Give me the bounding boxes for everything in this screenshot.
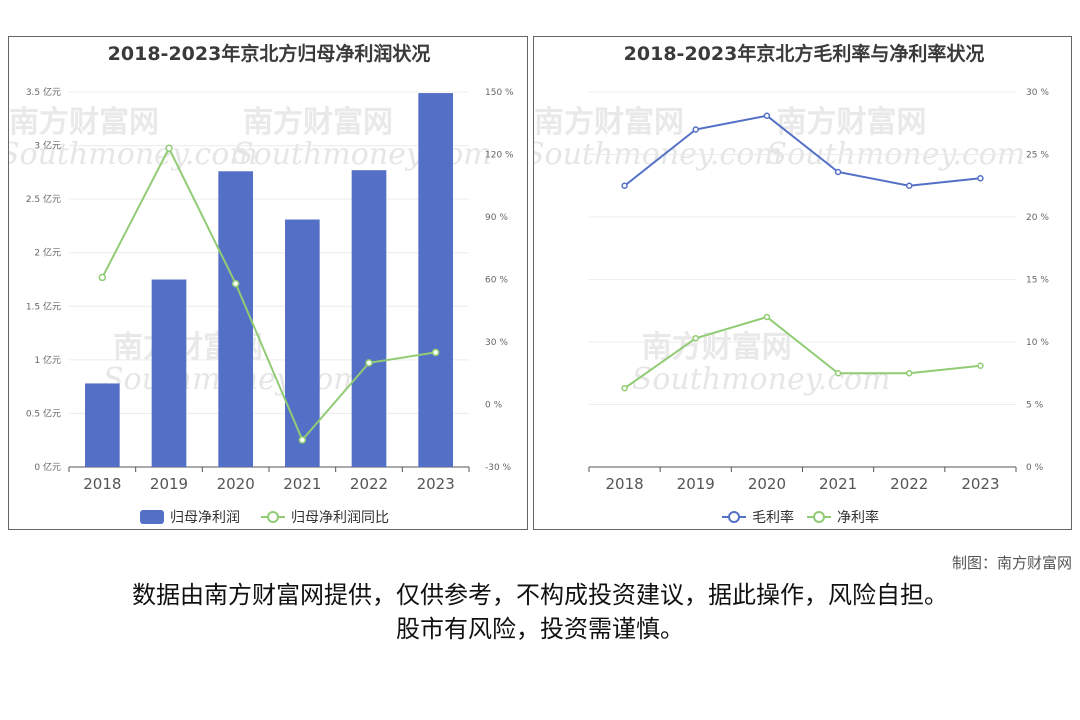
y-right-tick-label: 150 % (485, 88, 514, 98)
point-net-2023 (977, 362, 984, 369)
watermark-text: 南方财富网 (534, 105, 684, 140)
y-left-tick-label: 1 亿元 (34, 354, 61, 366)
watermark-text: Southmoney.com (9, 137, 258, 172)
x-tick-label: 2022 (350, 475, 388, 493)
watermark-text: Southmoney.com (632, 362, 891, 397)
point-gross-2020 (763, 112, 771, 119)
bar-net-profit-2019 (151, 279, 187, 467)
watermark-text: 南方财富网 (777, 105, 927, 140)
y-right-tick-label: 90 % (485, 213, 508, 223)
y-right-tick-label: 30 % (485, 338, 508, 348)
point-gross-2019 (692, 126, 699, 133)
y-right-tick-label: -30 % (485, 463, 512, 473)
margin-chart: 南方财富网Southmoney.com南方财富网Southmoney.com南方… (534, 42, 1049, 526)
y-left-tick-label: 0 亿元 (34, 461, 61, 473)
x-tick-label: 2018 (605, 475, 643, 493)
net-profit-chart: 南方财富网Southmoney.com南方财富网Southmoney.com南方… (9, 42, 514, 526)
point-yoy-2020 (231, 279, 240, 288)
disclaimer-line-2: 股市有风险，投资需谨慎。 (396, 615, 684, 643)
legend-label: 归母净利润 (170, 509, 240, 526)
point-gross-2023 (977, 175, 984, 182)
x-tick-label: 2018 (83, 475, 121, 493)
y-left-tick-label: 3 亿元 (34, 140, 61, 152)
line-gross-margin (623, 114, 981, 187)
legend-swatch-bar (140, 510, 164, 524)
bar-net-profit-2018 (85, 383, 120, 467)
x-tick-label: 2023 (417, 475, 455, 493)
y-right-tick-label: 15 % (1026, 276, 1049, 286)
y-right-tick-label: 30 % (1026, 88, 1049, 98)
point-net-2021 (834, 370, 842, 377)
x-tick-label: 2022 (890, 475, 928, 493)
legend-label: 归母净利润同比 (291, 509, 389, 526)
legend-swatch-marker (813, 511, 825, 523)
legend-swatch-marker (267, 511, 279, 523)
y-right-tick-label: 5 % (1026, 401, 1044, 411)
y-left-tick-label: 2 亿元 (34, 247, 61, 259)
disclaimer: 数据由南方财富网提供，仅供参考，不构成投资建议，据此操作，风险自担。 股市有风险… (0, 578, 1080, 646)
y-left-tick-label: 2.5 亿元 (26, 193, 61, 205)
chart-title: 2018-2023年京北方归母净利润状况 (108, 42, 431, 65)
bar-net-profit-2022 (351, 170, 387, 467)
point-yoy-2019 (165, 144, 173, 152)
point-gross-2021 (834, 168, 842, 176)
y-left-tick-label: 3.5 亿元 (26, 86, 61, 98)
disclaimer-line-1: 数据由南方财富网提供，仅供参考，不构成投资建议，据此操作，风险自担。 (132, 581, 948, 609)
y-right-tick-label: 0 % (485, 401, 503, 411)
x-tick-label: 2019 (677, 475, 715, 493)
point-gross-2022 (906, 182, 913, 189)
bar-net-profit-2021 (285, 219, 320, 467)
point-gross-2018 (621, 182, 628, 189)
y-right-tick-label: 60 % (485, 276, 508, 286)
point-net-2019 (692, 335, 699, 342)
y-right-tick-label: 120 % (485, 151, 514, 161)
point-net-2022 (906, 370, 913, 377)
y-right-tick-label: 10 % (1026, 338, 1049, 348)
line-yoy-growth (101, 146, 436, 442)
watermark-text: 南方财富网 (243, 105, 393, 140)
point-yoy-2021 (298, 436, 307, 444)
watermark-text: 南方财富网 (9, 105, 159, 140)
y-left-tick-label: 1.5 亿元 (26, 300, 61, 312)
bar-net-profit-2023 (418, 93, 453, 468)
y-left-tick-label: 0.5 亿元 (26, 407, 61, 419)
line-net-margin (624, 315, 981, 390)
chart-credit: 制图：南方财富网 (951, 554, 1072, 572)
right-chart-panel: 南方财富网 Southmoney.com 南方财富网 Southmoney.com 南方… (533, 36, 1072, 530)
legend-label: 净利率 (837, 509, 879, 526)
point-net-2018 (621, 385, 628, 392)
point-net-2020 (763, 313, 771, 321)
y-right-tick-label: 25 % (1026, 151, 1049, 161)
legend-swatch-marker (728, 511, 740, 523)
x-tick-label: 2023 (961, 475, 999, 493)
x-tick-label: 2021 (819, 475, 857, 493)
point-yoy-2018 (98, 273, 107, 282)
x-tick-label: 2021 (283, 475, 321, 493)
y-right-tick-label: 20 % (1026, 213, 1049, 223)
point-yoy-2023 (431, 348, 440, 357)
left-chart-panel: 南方财富网 Southmoney.com 南方财富网 Southmoney.com 南方… (8, 36, 528, 530)
legend-label: 毛利率 (752, 509, 794, 526)
point-yoy-2022 (365, 359, 373, 367)
y-right-tick-label: 0 % (1026, 463, 1044, 473)
x-tick-label: 2020 (217, 475, 255, 493)
x-tick-label: 2020 (748, 475, 786, 493)
x-tick-label: 2019 (150, 475, 188, 493)
chart-title: 2018-2023年京北方毛利率与净利率状况 (624, 42, 985, 65)
bar-net-profit-2020 (218, 171, 253, 468)
